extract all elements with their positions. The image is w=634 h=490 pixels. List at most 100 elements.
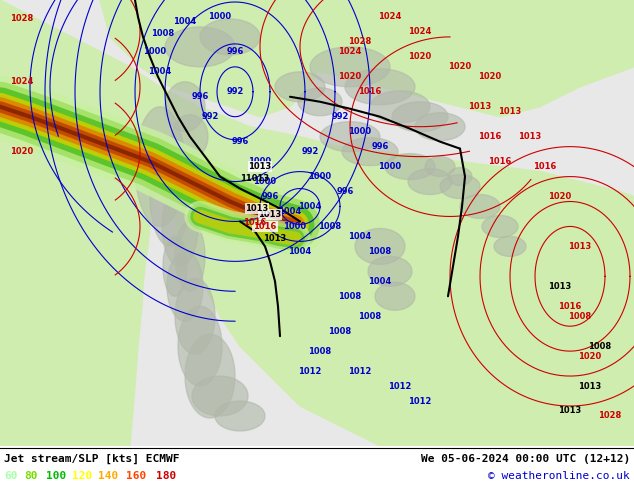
Polygon shape [494,236,526,256]
Text: 1013: 1013 [519,132,541,141]
Text: 996: 996 [261,192,279,201]
Text: 1000: 1000 [249,157,271,166]
Text: 1016: 1016 [358,87,382,96]
Text: Jet stream/SLP [kts] ECMWF: Jet stream/SLP [kts] ECMWF [4,454,179,464]
Text: 1013: 1013 [578,382,602,391]
Text: 1013: 1013 [469,102,491,111]
Polygon shape [0,0,160,446]
Text: 1008: 1008 [318,222,342,231]
Text: 1028: 1028 [598,412,621,420]
Text: We 05-06-2024 00:00 UTC (12+12): We 05-06-2024 00:00 UTC (12+12) [421,454,630,464]
Polygon shape [150,147,190,246]
Text: 1004: 1004 [278,207,302,216]
Text: 1008: 1008 [569,312,592,321]
Text: 1013: 1013 [568,242,592,251]
Polygon shape [370,91,430,122]
Text: 1004: 1004 [148,67,172,76]
Text: 1024: 1024 [378,12,402,22]
Text: 1000: 1000 [378,162,401,171]
Text: 1008: 1008 [358,312,382,321]
Text: 1008: 1008 [152,29,174,38]
Polygon shape [482,216,518,238]
Polygon shape [320,122,380,151]
Text: 60: 60 [4,471,18,481]
Polygon shape [375,282,415,310]
Text: 1020: 1020 [479,73,501,81]
Text: 1013: 1013 [249,162,271,171]
Text: 80: 80 [24,471,37,481]
Text: 1008: 1008 [328,327,352,336]
Text: 1004: 1004 [368,277,392,286]
Text: 140: 140 [98,471,119,481]
Text: 1000: 1000 [283,222,307,231]
Text: 1008: 1008 [588,342,612,351]
Text: 11013: 11013 [240,174,269,183]
Text: 1004: 1004 [348,232,372,241]
Text: 1013: 1013 [245,204,269,213]
Text: 992: 992 [202,112,219,121]
Text: 1008: 1008 [368,247,392,256]
Text: 996: 996 [226,48,243,56]
Polygon shape [175,221,205,291]
Polygon shape [200,19,260,55]
Text: 1024: 1024 [10,77,34,86]
Polygon shape [167,251,203,321]
Polygon shape [342,138,398,166]
Text: 1013: 1013 [498,107,522,116]
Text: 996: 996 [191,92,209,101]
Polygon shape [385,154,435,179]
Text: 1004: 1004 [173,18,197,26]
Text: 996: 996 [372,142,389,151]
Polygon shape [415,113,465,141]
Polygon shape [200,0,634,117]
Text: 1016: 1016 [488,157,512,166]
Text: 1016: 1016 [254,222,276,231]
Text: 1000: 1000 [254,177,276,186]
Polygon shape [408,169,452,195]
Text: 1004: 1004 [288,247,312,256]
Text: 992: 992 [301,147,319,156]
Text: 1013: 1013 [559,407,581,416]
Text: 1013: 1013 [263,234,287,243]
Text: 996: 996 [231,137,249,146]
Polygon shape [172,115,208,159]
Polygon shape [355,228,405,264]
Text: 992: 992 [226,87,243,96]
Text: 1020: 1020 [10,147,34,156]
Polygon shape [425,157,455,176]
Text: 1013: 1013 [548,282,572,291]
Text: 120: 120 [72,471,93,481]
Polygon shape [298,88,342,116]
Text: 160: 160 [126,471,146,481]
Text: 1012: 1012 [348,367,372,375]
Polygon shape [135,107,185,226]
Polygon shape [448,168,472,186]
Polygon shape [440,174,480,198]
Polygon shape [185,334,235,418]
Text: 1028: 1028 [348,37,372,47]
Text: 1024: 1024 [408,27,432,36]
Polygon shape [392,102,448,132]
Polygon shape [162,187,198,267]
Text: 1012: 1012 [388,382,411,391]
Polygon shape [165,82,205,132]
Text: 1016: 1016 [478,132,501,141]
Text: 1000: 1000 [308,172,332,181]
Polygon shape [175,278,215,354]
Text: 1000: 1000 [209,12,231,22]
Text: 1012: 1012 [299,367,321,375]
Text: 180: 180 [156,471,176,481]
Text: 1013: 1013 [259,210,281,219]
Text: 1020: 1020 [548,192,572,201]
Polygon shape [130,67,634,446]
Polygon shape [192,376,248,416]
Text: 1020: 1020 [339,73,361,81]
Polygon shape [165,27,235,67]
Text: 1020: 1020 [578,352,602,361]
Text: 1004: 1004 [299,202,321,211]
Polygon shape [460,195,500,219]
Polygon shape [275,72,325,102]
Text: 1016: 1016 [559,302,581,311]
Polygon shape [178,306,222,386]
Text: 1008: 1008 [339,292,361,301]
